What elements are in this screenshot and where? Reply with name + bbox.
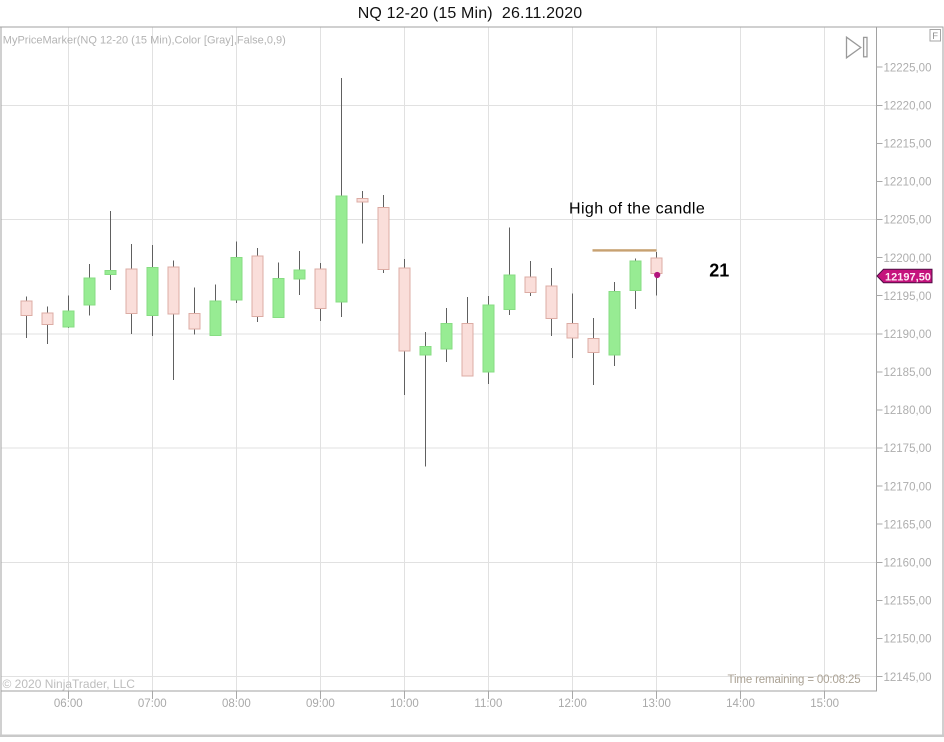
svg-text:12185,00: 12185,00 [884,367,932,379]
svg-text:12175,00: 12175,00 [884,443,932,455]
svg-text:12215,00: 12215,00 [884,139,932,151]
svg-text:08:00: 08:00 [222,698,251,710]
svg-text:07:00: 07:00 [138,698,167,710]
svg-text:MyPriceMarker(NQ 12-20 (15 Min: MyPriceMarker(NQ 12-20 (15 Min),Color [G… [3,35,286,47]
svg-text:© 2020 NinjaTrader, LLC: © 2020 NinjaTrader, LLC [3,677,136,691]
svg-text:Time remaining = 00:08:25: Time remaining = 00:08:25 [728,674,861,686]
svg-text:12225,00: 12225,00 [884,62,932,74]
svg-text:13:00: 13:00 [642,698,671,710]
svg-text:09:00: 09:00 [306,698,335,710]
svg-text:12145,00: 12145,00 [884,672,932,684]
svg-text:12200,00: 12200,00 [884,253,932,265]
svg-text:12155,00: 12155,00 [884,596,932,608]
svg-text:12210,00: 12210,00 [884,177,932,189]
svg-text:10:00: 10:00 [390,698,419,710]
svg-text:12160,00: 12160,00 [884,558,932,570]
svg-text:11:00: 11:00 [474,698,502,710]
svg-text:F: F [932,31,938,42]
svg-text:12197,50: 12197,50 [885,271,931,283]
svg-text:12195,00: 12195,00 [884,291,932,303]
svg-text:21: 21 [709,261,729,281]
svg-text:12:00: 12:00 [558,698,587,710]
svg-text:12220,00: 12220,00 [884,101,932,113]
svg-text:12190,00: 12190,00 [884,329,932,341]
svg-text:12165,00: 12165,00 [884,519,932,531]
svg-text:14:00: 14:00 [726,698,755,710]
svg-text:NQ 12-20 (15 Min) 26.11.2020: NQ 12-20 (15 Min) 26.11.2020 [358,5,583,22]
svg-text:12180,00: 12180,00 [884,405,932,417]
svg-text:12170,00: 12170,00 [884,481,932,493]
svg-text:12205,00: 12205,00 [884,215,932,227]
svg-text:12150,00: 12150,00 [884,634,932,646]
svg-text:15:00: 15:00 [810,698,839,710]
svg-text:06:00: 06:00 [54,698,83,710]
svg-text:High of the candle: High of the candle [569,200,705,217]
